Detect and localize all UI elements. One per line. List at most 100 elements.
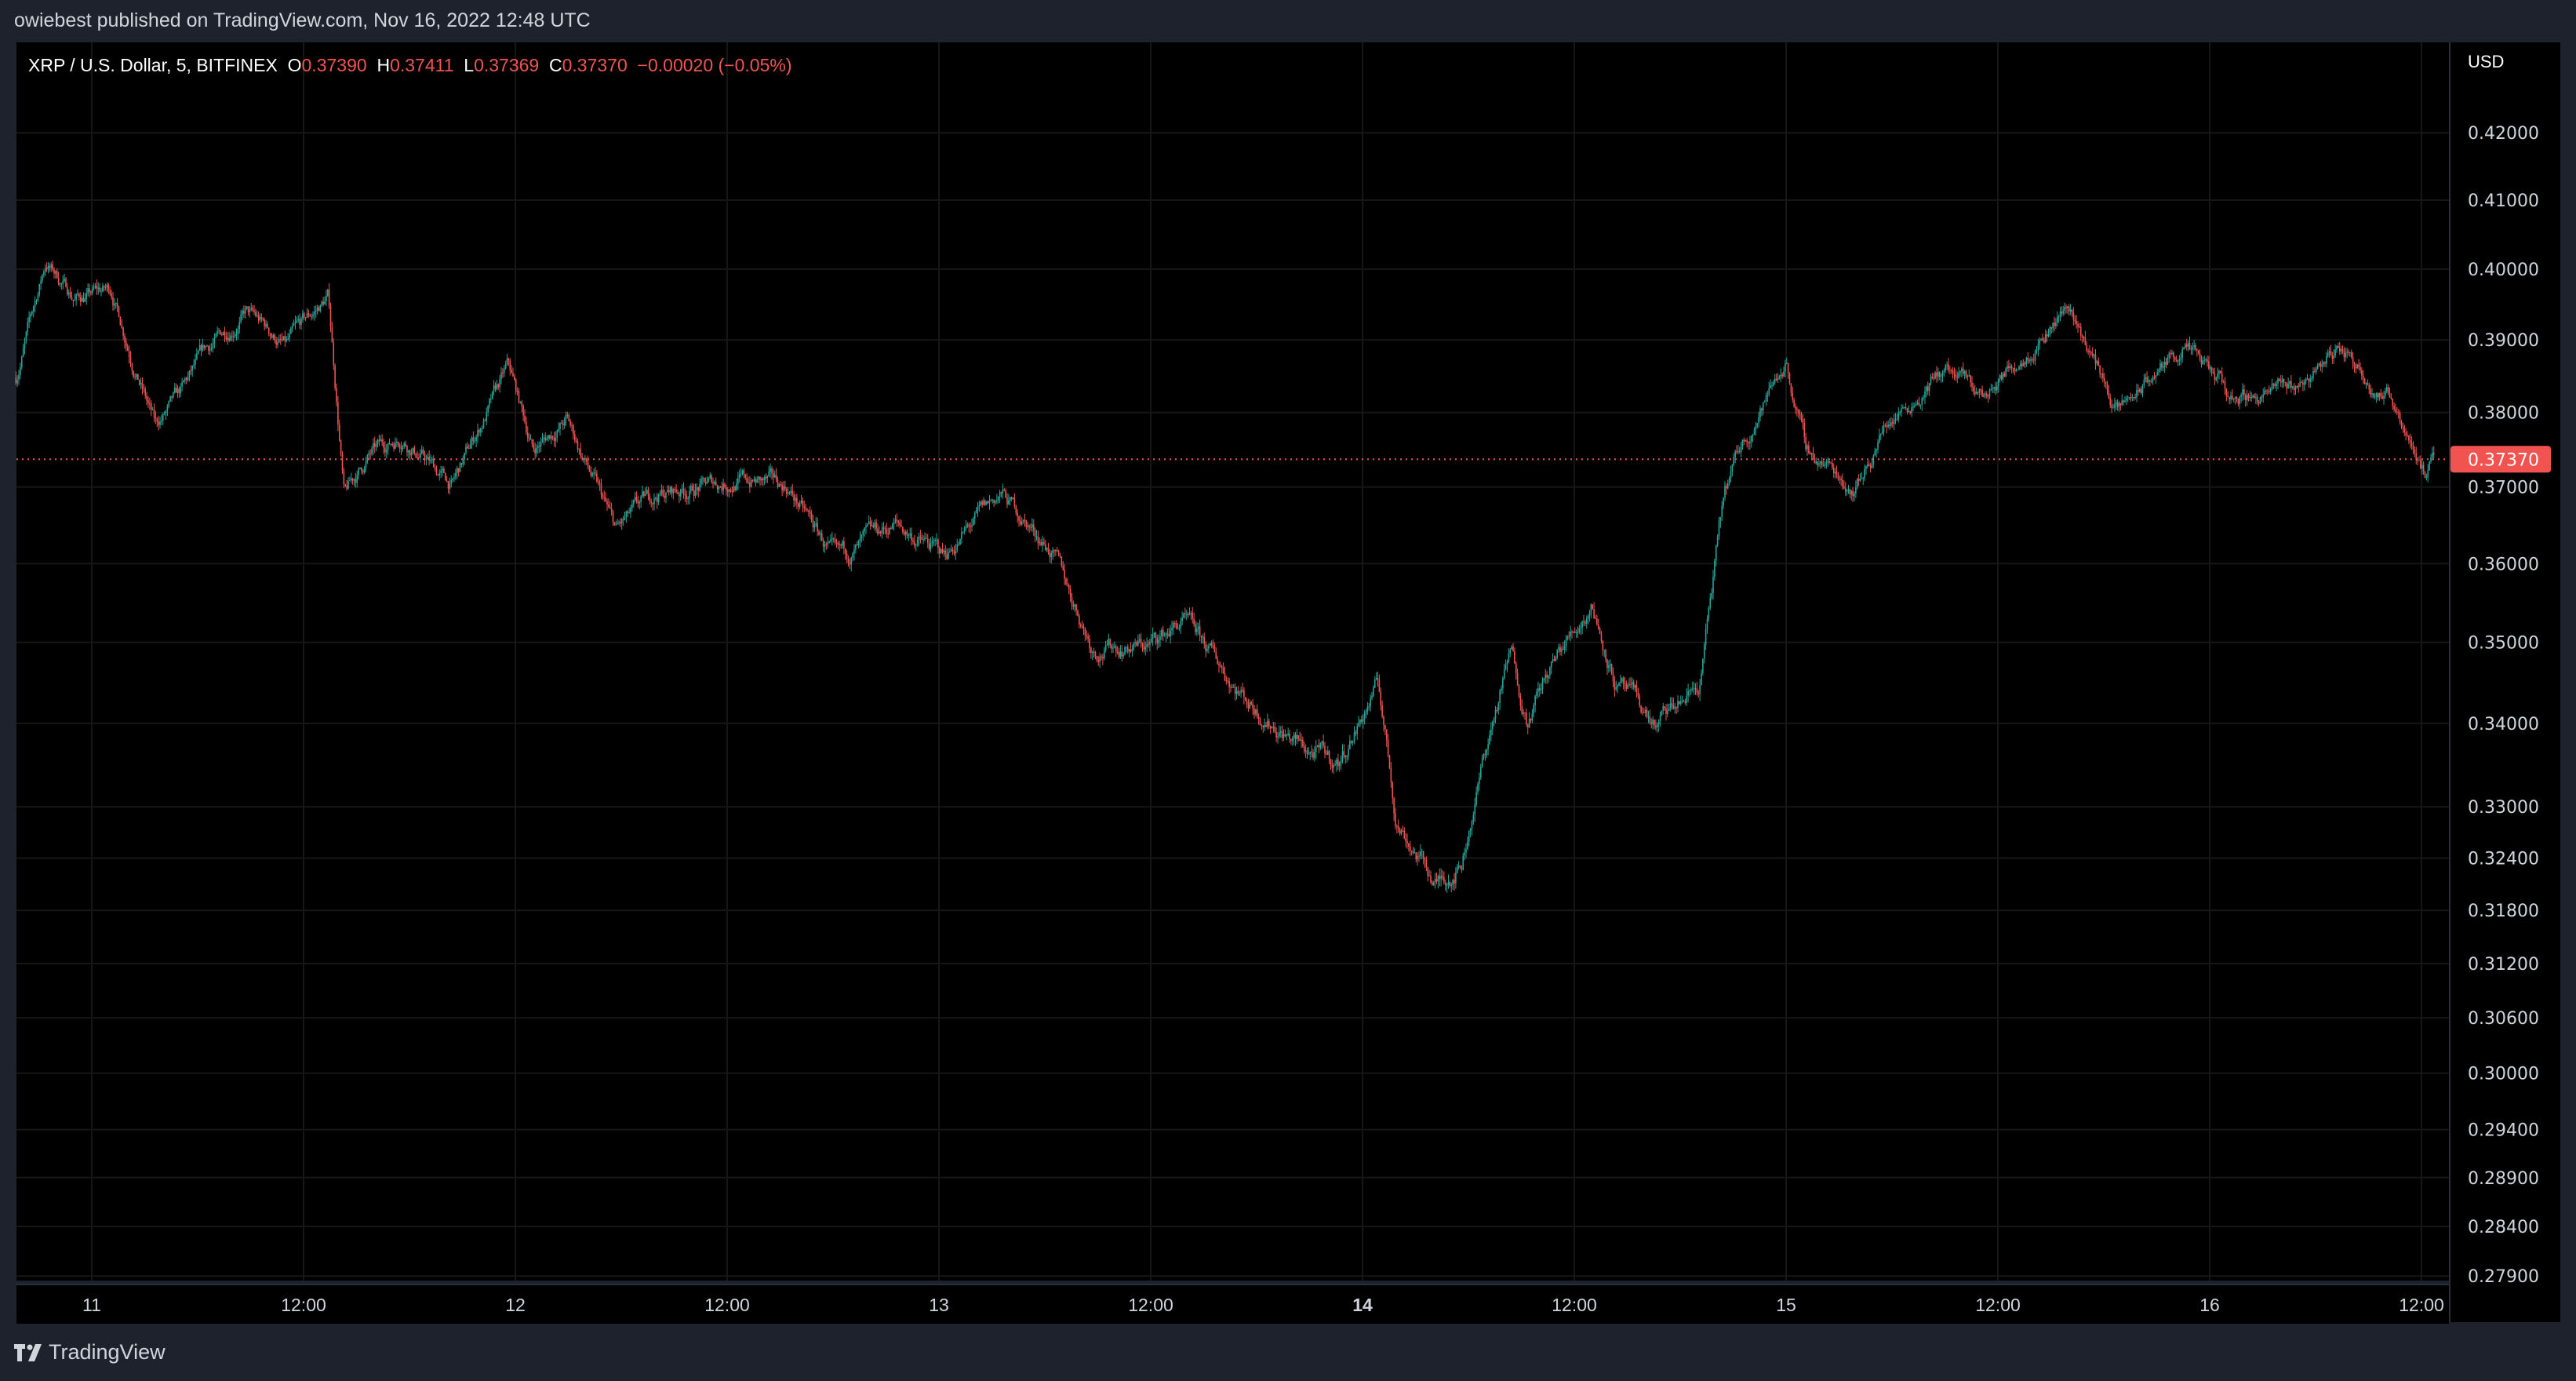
candle-body [1334,764,1336,766]
close-label: C [549,55,562,75]
candle-body [143,388,145,389]
candle-body [67,286,68,295]
candle-body [1617,685,1618,688]
candle-body [1928,383,1930,392]
candle-body [1733,457,1735,465]
candle-body [474,440,476,442]
candle-body [1218,663,1220,666]
candle-body [973,518,974,526]
candle-body [1686,695,1688,703]
candle-body [1796,408,1798,410]
candle-body [1797,410,1799,414]
candle-body [1188,614,1191,616]
candle-body [290,328,292,334]
candle-body [899,522,901,526]
candle-body [1637,692,1639,697]
candle-body [869,521,871,526]
candle-body [1756,423,1759,427]
candle-body [385,450,387,453]
candle-body [2383,395,2385,399]
chart-pane[interactable] [16,42,2449,1281]
symbol-title[interactable]: XRP / U.S. Dollar, 5, BITFINEX [28,55,278,75]
price-axis[interactable] [2449,42,2560,1322]
candle-body [206,345,208,347]
candle-body [1712,577,1714,594]
candle-body [2024,363,2026,365]
candle-body [922,539,924,541]
candle-body [1440,876,1442,879]
footer-brand[interactable]: TradingView [14,1340,166,1365]
candle-body [1002,489,1004,494]
candle-body [674,489,676,490]
candle-body [777,479,779,487]
candle-body [749,483,751,487]
candle-body [304,317,307,319]
candle-body [1161,629,1162,637]
time-axis[interactable] [16,1284,2449,1324]
candle-body [1502,678,1504,689]
tradingview-logo-icon [14,1343,42,1361]
candle-body [274,334,276,341]
candle-body [97,287,100,289]
candle-body [422,450,424,454]
symbol-legend: XRP / U.S. Dollar, 5, BITFINEX O0.37390 … [28,55,791,76]
candle-body [2287,384,2289,388]
candle-body [49,266,51,268]
candle-body [1675,707,1677,709]
candle-body [1580,627,1582,629]
candle-body [383,442,384,448]
candle-body [344,484,347,486]
candle-body [1256,709,1258,716]
candle-body [726,490,729,492]
candle-body [362,470,364,473]
candle-body [52,264,53,270]
candle-body [864,527,865,532]
candle-body [2010,366,2013,368]
candle-body [1933,377,1935,379]
candle-body [553,437,555,441]
candle-body [578,448,580,450]
candle-body [2402,426,2404,428]
candle-body [1017,512,1018,517]
candle-body [1674,707,1676,709]
currency-label[interactable]: USD [2468,52,2505,71]
candle-body [1056,550,1058,552]
candle-body [1745,439,1747,442]
candle-body [100,291,102,293]
candle-body [2090,352,2092,354]
candle-body [347,480,349,489]
candle-body [93,287,95,289]
candle-body [1449,882,1451,886]
candle-body [1759,408,1761,417]
candle-body [45,268,48,270]
candle-body [2039,340,2041,344]
candle-body [2008,366,2010,369]
candle-body [2390,397,2392,399]
candle-body [613,522,616,525]
candle-body [1803,423,1806,437]
candle-body [121,325,123,328]
price-tick-label: 0.28400 [2468,1218,2539,1237]
candle-body [2265,390,2267,392]
candle-body [2306,378,2309,380]
candle-body [1465,849,1467,853]
close-value: 0.37370 [562,55,628,75]
candle-body [2281,378,2283,383]
candle-body [568,415,570,421]
candle-body [2049,326,2051,335]
candle-body [1595,618,1596,620]
candle-body [141,383,144,388]
candle-body [918,536,920,541]
candle-body [1358,723,1359,727]
candle-body [1150,639,1152,643]
candle-body [508,358,510,361]
candle-body [2261,397,2263,399]
candle-body [1899,412,1901,414]
time-tick-label: 12:00 [704,1295,750,1315]
candle-body [1168,633,1170,637]
candle-body [1111,645,1112,649]
candle-body [1806,445,1808,450]
candle-body [99,287,100,292]
candle-body [1234,687,1236,694]
candle-body [2159,363,2161,370]
